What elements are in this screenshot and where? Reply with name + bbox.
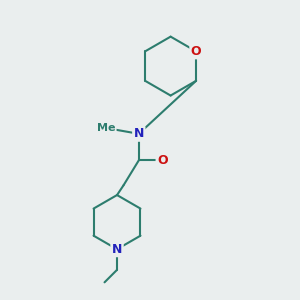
Text: O: O (157, 154, 168, 167)
Text: O: O (191, 45, 201, 58)
Text: N: N (112, 243, 122, 256)
Text: N: N (134, 127, 144, 140)
Text: Me: Me (97, 123, 116, 133)
